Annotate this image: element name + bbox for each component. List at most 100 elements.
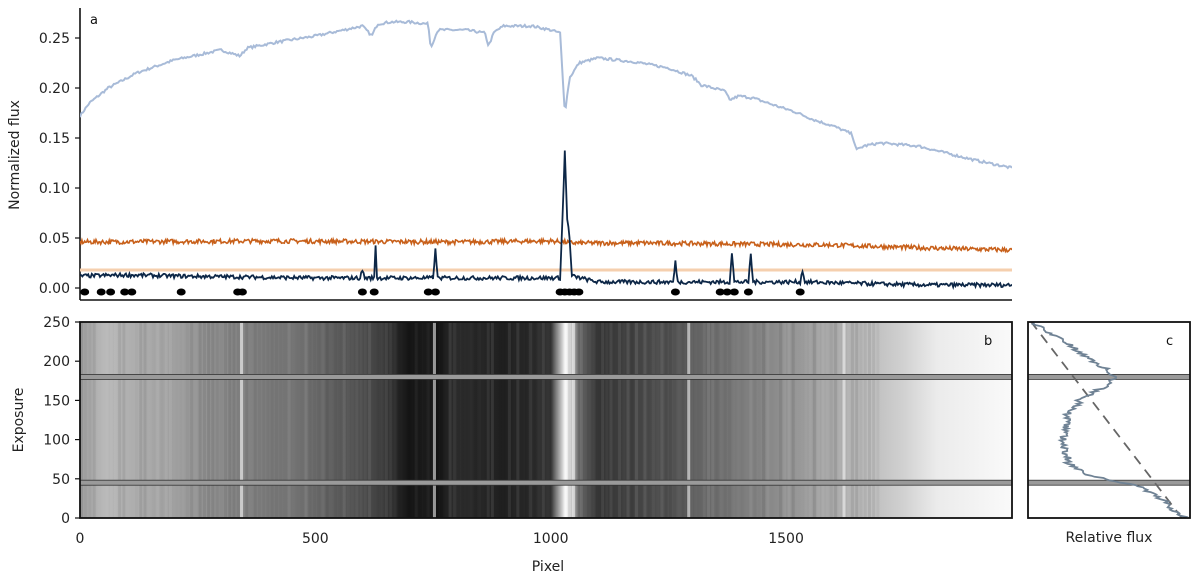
- y-tick-label: 150: [43, 393, 70, 409]
- heatmap-streak: [182, 322, 185, 518]
- bad-pixel-marker: [423, 288, 433, 296]
- model-series-line: [1030, 322, 1183, 518]
- heatmap-streak: [872, 322, 876, 518]
- heatmap-streak: [593, 322, 596, 518]
- heatmap-streak: [414, 322, 418, 518]
- spectrum-series-line: [80, 19, 1012, 170]
- heatmap-streak: [394, 322, 397, 518]
- heatmap-streak: [220, 322, 223, 518]
- x-tick-label: 1500: [768, 531, 804, 547]
- heatmap-streak: [626, 322, 630, 518]
- heatmap-streak: [410, 322, 413, 518]
- heatmap-bright-column: [842, 322, 846, 518]
- heatmap-streak: [211, 322, 215, 518]
- heatmap-streak: [741, 322, 744, 518]
- heatmap-streak: [245, 322, 249, 518]
- heatmap-streak: [495, 322, 498, 518]
- heatmap-streak: [609, 322, 613, 518]
- transit-line: [79, 373, 1013, 380]
- bad-pixel-marker: [80, 288, 90, 296]
- y-tick-label: 250: [43, 315, 70, 331]
- y-tick-label: 0: [61, 511, 70, 527]
- heatmap-streak: [177, 322, 180, 518]
- heatmap-streak: [486, 322, 490, 518]
- noise-series-line: [80, 150, 1012, 290]
- heatmap-streak: [342, 322, 346, 518]
- heatmap-streak: [737, 322, 740, 518]
- bad-pixel-marker: [715, 288, 725, 296]
- y-tick-label: 0.15: [39, 131, 70, 147]
- transit-line: [1027, 373, 1191, 380]
- y-tick-label: 0.05: [39, 231, 70, 247]
- heatmap-streak: [347, 322, 350, 518]
- heatmap-streak: [838, 322, 842, 518]
- panel-a-label: a: [90, 13, 98, 28]
- bad-pixel-marker: [237, 288, 247, 296]
- bad-pixel-marker: [795, 288, 805, 296]
- heatmap-streak: [338, 322, 341, 518]
- heatmap-streak: [423, 322, 427, 518]
- heatmap-streak: [164, 322, 168, 518]
- heatmap-streak: [690, 322, 693, 518]
- y-tick-label: 50: [52, 472, 70, 488]
- bad-pixel-marker: [176, 288, 186, 296]
- heatmap-streak: [250, 322, 253, 518]
- bad-pixel-marker: [120, 288, 130, 296]
- heatmap-streak: [808, 322, 812, 518]
- heatmap-streak: [313, 322, 316, 518]
- heatmap-streak: [677, 322, 680, 518]
- heatmap-streak: [529, 322, 533, 518]
- heatmap-streak: [787, 322, 791, 518]
- heatmap-streak: [266, 322, 270, 518]
- heatmap-streak: [364, 322, 367, 518]
- heatmap-streak: [194, 322, 197, 518]
- heatmap-streak: [283, 322, 286, 518]
- heatmap-streak: [863, 322, 867, 518]
- bad-pixel-marker: [369, 288, 379, 296]
- heatmap-streak: [605, 322, 608, 518]
- y-tick-label: 100: [43, 433, 70, 449]
- heatmap-streak: [161, 322, 164, 518]
- heatmap-streak: [664, 322, 668, 518]
- bad-pixel-marker: [670, 288, 680, 296]
- heatmap-streak: [279, 322, 282, 518]
- heatmap-streak: [207, 322, 211, 518]
- heatmap-streak: [639, 322, 642, 518]
- bad-pixel-marker: [357, 288, 367, 296]
- heatmap-streak: [520, 322, 524, 518]
- heatmap-streak: [702, 322, 706, 518]
- heatmap-streak: [541, 322, 545, 518]
- heatmap-streak: [812, 322, 816, 518]
- heatmap-streak: [614, 322, 617, 518]
- heatmap-streak: [660, 322, 664, 518]
- heatmap-streak: [711, 322, 715, 518]
- heatmap-streak: [262, 322, 266, 518]
- heatmap-streak: [377, 322, 380, 518]
- heatmap-streak: [89, 322, 92, 518]
- panel-c-label: c: [1166, 334, 1173, 349]
- heatmap-streak: [156, 322, 160, 518]
- heatmap-streak: [440, 322, 444, 518]
- bad-pixel-marker: [743, 288, 753, 296]
- heatmap-streak: [524, 322, 528, 518]
- heatmap-streak: [562, 322, 566, 518]
- panel-a: 0.00 0.05 0.10 0.15 0.20 0.25 a Normalized fl…: [7, 8, 1012, 301]
- heatmap-streak: [275, 322, 278, 518]
- heatmap-streak: [490, 322, 494, 518]
- bad-pixel-marker: [430, 288, 440, 296]
- heatmap-streak: [707, 322, 710, 518]
- heatmap-streak: [258, 322, 261, 518]
- heatmap-streak: [762, 322, 766, 518]
- bad-pixel-marker: [722, 288, 732, 296]
- heatmap-streak: [622, 322, 625, 518]
- heatmap-streak: [173, 322, 176, 518]
- heatmap-streak: [101, 322, 104, 518]
- bad-pixel-markers: [80, 288, 805, 296]
- heatmap-streak: [270, 322, 274, 518]
- heatmap-streak: [588, 322, 591, 518]
- heatmap-streak: [478, 322, 481, 518]
- heatmap-streak: [228, 322, 232, 518]
- heatmap-streak: [402, 322, 405, 518]
- heatmap-streak: [834, 322, 838, 518]
